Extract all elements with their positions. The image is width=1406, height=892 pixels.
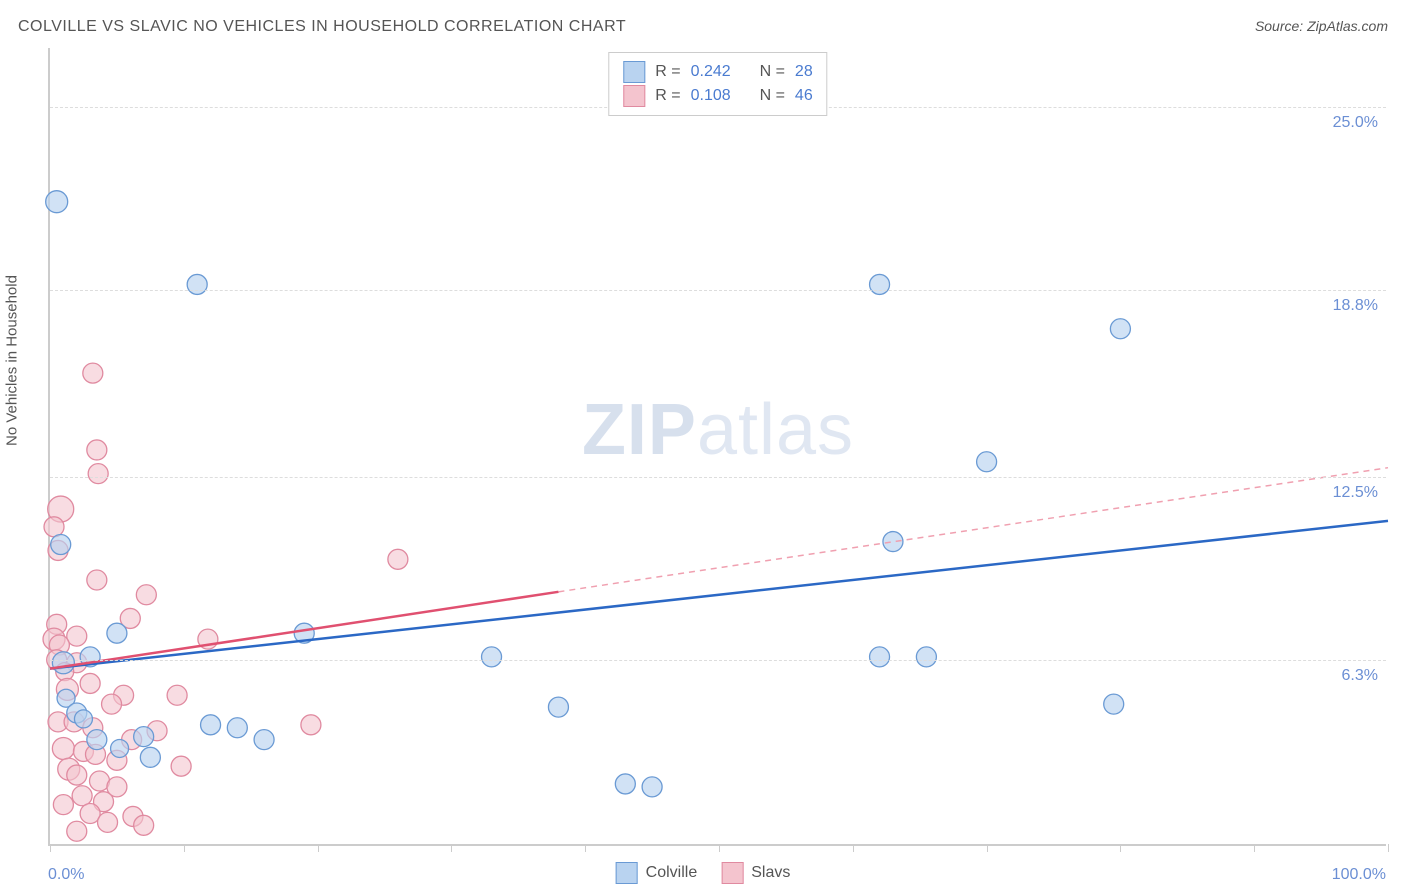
x-tick bbox=[184, 844, 185, 852]
data-point bbox=[1110, 319, 1130, 339]
data-point bbox=[98, 812, 118, 832]
trend-line bbox=[50, 521, 1388, 669]
trend-line-dashed bbox=[558, 468, 1388, 592]
data-point bbox=[227, 718, 247, 738]
data-point bbox=[548, 697, 568, 717]
x-tick bbox=[451, 844, 452, 852]
source-label: Source: ZipAtlas.com bbox=[1255, 18, 1388, 34]
legend-swatch bbox=[721, 862, 743, 884]
data-point bbox=[51, 535, 71, 555]
legend-r-label: R = bbox=[655, 87, 680, 105]
y-axis-title: No Vehicles in Household bbox=[4, 275, 21, 446]
data-point bbox=[870, 274, 890, 294]
x-tick bbox=[987, 844, 988, 852]
legend-swatch bbox=[623, 61, 645, 83]
x-tick bbox=[318, 844, 319, 852]
x-tick bbox=[1120, 844, 1121, 852]
data-point bbox=[134, 815, 154, 835]
data-point bbox=[140, 747, 160, 767]
scatter-svg bbox=[50, 48, 1386, 844]
data-point bbox=[107, 623, 127, 643]
data-point bbox=[615, 774, 635, 794]
legend-stat-row: R = 0.242 N = 28 bbox=[623, 61, 812, 83]
gridline bbox=[50, 660, 1386, 661]
data-point bbox=[72, 786, 92, 806]
data-point bbox=[201, 715, 221, 735]
data-point bbox=[388, 549, 408, 569]
data-point bbox=[883, 532, 903, 552]
data-point bbox=[87, 440, 107, 460]
data-point bbox=[134, 727, 154, 747]
x-tick bbox=[853, 844, 854, 852]
x-tick bbox=[1388, 844, 1389, 852]
legend-item: Colville bbox=[616, 862, 698, 884]
data-point bbox=[111, 739, 129, 757]
x-tick bbox=[585, 844, 586, 852]
data-point bbox=[136, 585, 156, 605]
data-point bbox=[870, 647, 890, 667]
data-point bbox=[83, 363, 103, 383]
data-point bbox=[187, 274, 207, 294]
gridline bbox=[50, 477, 1386, 478]
x-tick bbox=[1254, 844, 1255, 852]
legend-item: Slavs bbox=[721, 862, 790, 884]
data-point bbox=[916, 647, 936, 667]
x-axis-min-label: 0.0% bbox=[48, 866, 84, 884]
data-point bbox=[171, 756, 191, 776]
data-point bbox=[67, 821, 87, 841]
legend-stat-row: R = 0.108 N = 46 bbox=[623, 85, 812, 107]
data-point bbox=[53, 795, 73, 815]
x-tick bbox=[719, 844, 720, 852]
data-point bbox=[52, 652, 74, 674]
data-point bbox=[67, 765, 87, 785]
data-point bbox=[642, 777, 662, 797]
data-point bbox=[254, 730, 274, 750]
data-point bbox=[167, 685, 187, 705]
data-point bbox=[1104, 694, 1124, 714]
data-point bbox=[80, 673, 100, 693]
data-point bbox=[44, 517, 64, 537]
data-point bbox=[301, 715, 321, 735]
data-point bbox=[88, 464, 108, 484]
y-tick-label: 6.3% bbox=[1342, 667, 1378, 685]
data-point bbox=[102, 694, 122, 714]
legend-stats: R = 0.242 N = 28 R = 0.108 N = 46 bbox=[608, 52, 827, 116]
legend-label: Colville bbox=[646, 864, 698, 882]
legend-r-value: 0.242 bbox=[691, 63, 731, 81]
legend-swatch bbox=[616, 862, 638, 884]
legend-n-value: 28 bbox=[795, 63, 813, 81]
data-point bbox=[977, 452, 997, 472]
y-tick-label: 18.8% bbox=[1333, 297, 1378, 315]
data-point bbox=[52, 737, 74, 759]
legend-label: Slavs bbox=[751, 864, 790, 882]
legend-swatch bbox=[623, 85, 645, 107]
data-point bbox=[482, 647, 502, 667]
x-axis-max-label: 100.0% bbox=[1332, 866, 1386, 884]
data-point bbox=[87, 570, 107, 590]
legend-n-value: 46 bbox=[795, 87, 813, 105]
data-point bbox=[74, 710, 92, 728]
legend-n-label: N = bbox=[760, 63, 785, 81]
legend-r-label: R = bbox=[655, 63, 680, 81]
plot-area: ZIPatlas R =0.242 N =28R =0.108 N =46 6.… bbox=[48, 48, 1386, 846]
y-tick-label: 25.0% bbox=[1333, 114, 1378, 132]
y-tick-label: 12.5% bbox=[1333, 484, 1378, 502]
gridline bbox=[50, 290, 1386, 291]
legend-n-label: N = bbox=[760, 87, 785, 105]
legend-r-value: 0.108 bbox=[691, 87, 731, 105]
legend-series: Colville Slavs bbox=[616, 862, 791, 884]
data-point bbox=[87, 730, 107, 750]
x-tick bbox=[50, 844, 51, 852]
data-point bbox=[46, 191, 68, 213]
chart-title: COLVILLE VS SLAVIC NO VEHICLES IN HOUSEH… bbox=[18, 18, 626, 36]
